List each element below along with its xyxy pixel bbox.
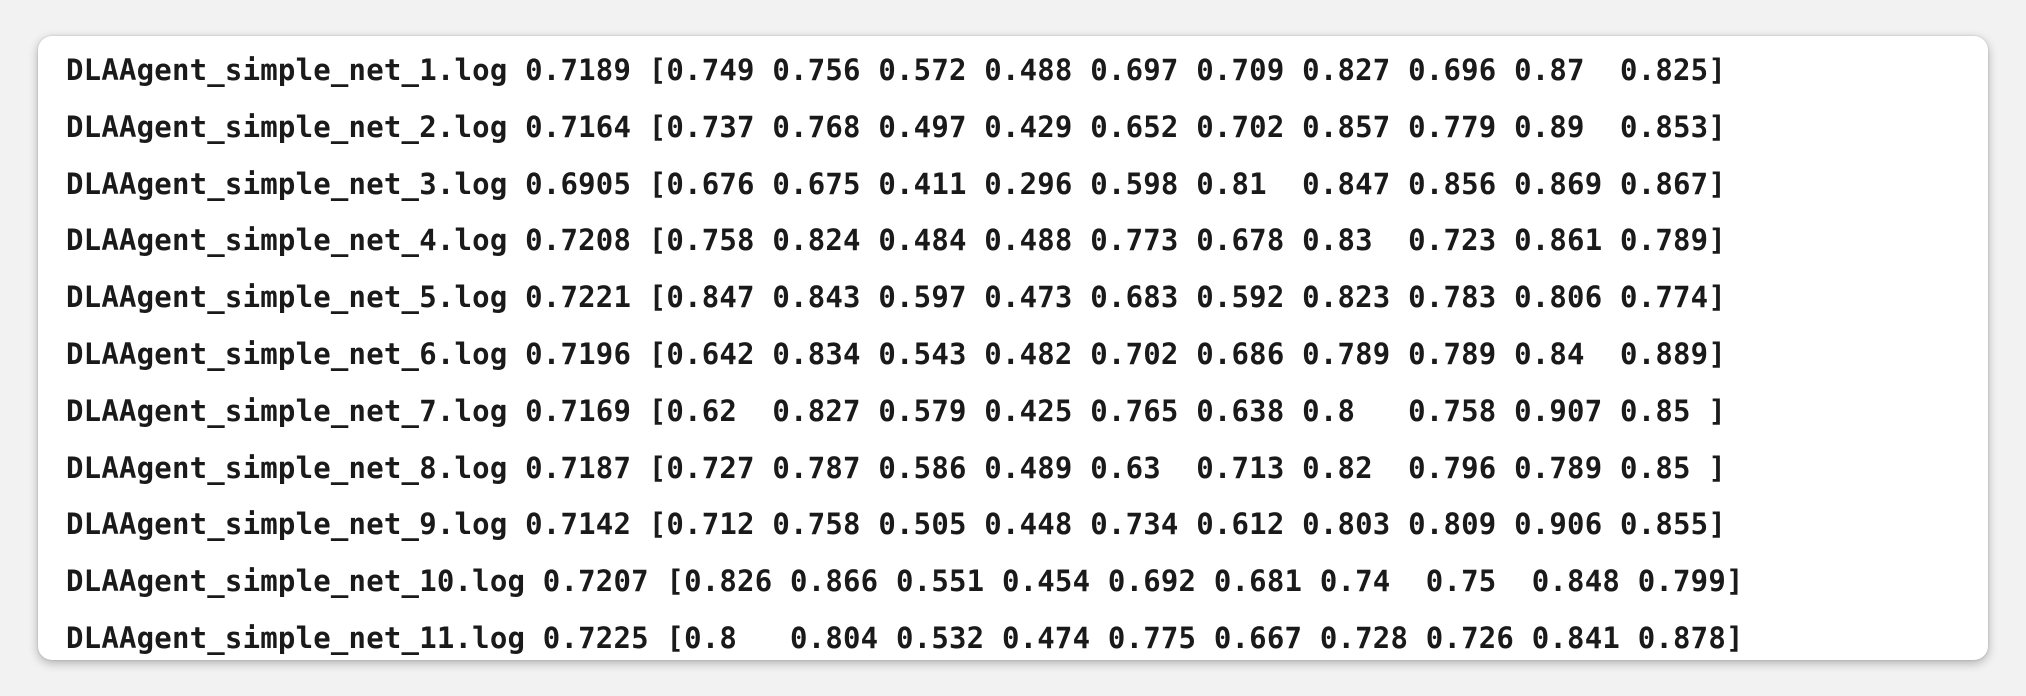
log-line-10: DLAAgent_simple_net_10.log 0.7207 [0.826… (66, 564, 1744, 599)
terminal-window: DLAAgent_simple_net_1.log 0.7189 [0.749 … (38, 36, 1988, 660)
log-line-9: DLAAgent_simple_net_9.log 0.7142 [0.712 … (66, 507, 1726, 542)
log-line-8: DLAAgent_simple_net_8.log 0.7187 [0.727 … (66, 450, 1726, 485)
log-line-7: DLAAgent_simple_net_7.log 0.7169 [0.62 0… (66, 393, 1726, 428)
log-line-2: DLAAgent_simple_net_2.log 0.7164 [0.737 … (66, 109, 1726, 144)
log-line-1: DLAAgent_simple_net_1.log 0.7189 [0.749 … (66, 53, 1726, 87)
log-line-6: DLAAgent_simple_net_6.log 0.7196 [0.642 … (66, 336, 1726, 371)
terminal-output[interactable]: DLAAgent_simple_net_1.log 0.7189 [0.749 … (66, 42, 1744, 660)
log-line-11: DLAAgent_simple_net_11.log 0.7225 [0.8 0… (66, 620, 1744, 655)
log-line-4: DLAAgent_simple_net_4.log 0.7208 [0.758 … (66, 223, 1726, 258)
log-line-5: DLAAgent_simple_net_5.log 0.7221 [0.847 … (66, 280, 1726, 315)
log-line-3: DLAAgent_simple_net_3.log 0.6905 [0.676 … (66, 166, 1726, 201)
